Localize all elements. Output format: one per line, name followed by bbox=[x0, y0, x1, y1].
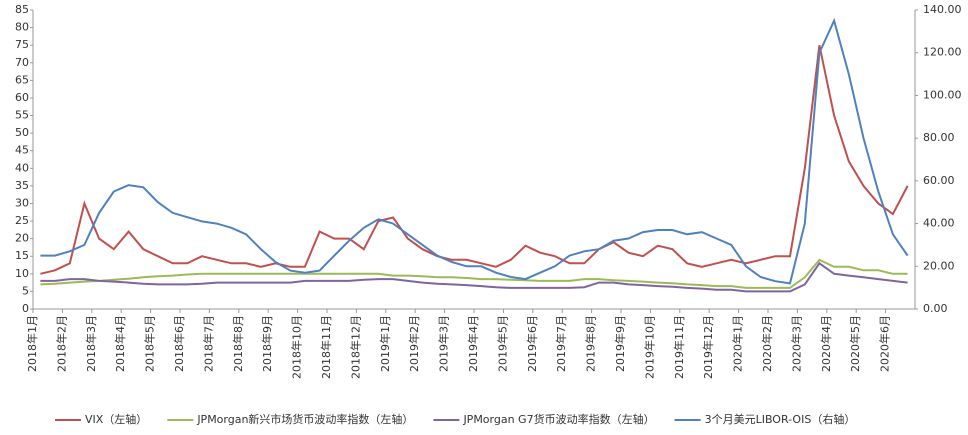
x-tick-label: 2018年3月 bbox=[84, 315, 98, 372]
y2-tick-label: 100.00 bbox=[923, 88, 962, 101]
y-tick-label: 0 bbox=[22, 302, 29, 315]
y2-tick-label: 120.00 bbox=[923, 46, 962, 59]
y-tick-label: 75 bbox=[15, 38, 29, 51]
y-tick-label: 5 bbox=[22, 284, 29, 297]
x-tick-label: 2018年4月 bbox=[113, 315, 127, 372]
y-tick-label: 60 bbox=[15, 91, 29, 104]
y2-tick-label: 20.00 bbox=[923, 259, 955, 272]
y-tick-label: 40 bbox=[15, 161, 29, 174]
y-tick-label: 55 bbox=[15, 109, 29, 122]
x-tick-label: 2018年11月 bbox=[319, 315, 333, 379]
x-tick-label: 2018年6月 bbox=[172, 315, 186, 372]
series-line bbox=[40, 258, 908, 289]
x-tick-label: 2019年7月 bbox=[554, 315, 568, 372]
y2-tick-label: 40.00 bbox=[923, 217, 955, 230]
x-tick-label: 2018年10月 bbox=[290, 315, 304, 379]
x-tick-label: 2019年4月 bbox=[466, 315, 480, 372]
x-tick-label: 2020年6月 bbox=[878, 315, 892, 372]
y-tick-label: 80 bbox=[15, 21, 29, 34]
y-tick-label: 15 bbox=[15, 249, 29, 262]
series-line bbox=[40, 17, 909, 285]
x-tick-label: 2018年12月 bbox=[348, 315, 362, 379]
x-tick-label: 2019年1月 bbox=[378, 315, 392, 372]
x-tick-label: 2019年3月 bbox=[437, 315, 451, 372]
y-tick-label: 25 bbox=[15, 214, 29, 227]
y-tick-label: 35 bbox=[15, 179, 29, 192]
y-tick-label: 65 bbox=[15, 73, 29, 86]
x-tick-label: 2018年9月 bbox=[260, 315, 274, 372]
y-tick-label: 85 bbox=[15, 3, 29, 16]
legend-label: 3个月美元LIBOR-OIS（右轴） bbox=[705, 412, 856, 426]
x-tick-label: 2019年10月 bbox=[642, 315, 656, 379]
series-line bbox=[40, 44, 909, 275]
x-tick-label: 2020年2月 bbox=[760, 315, 774, 372]
x-tick-label: 2018年1月 bbox=[25, 315, 39, 372]
y-tick-label: 20 bbox=[15, 232, 29, 245]
y2-tick-label: 140.00 bbox=[923, 3, 962, 16]
y2-tick-label: 80.00 bbox=[923, 131, 955, 144]
legend-label: JPMorgan G7货币波动率指数（左轴） bbox=[462, 412, 654, 426]
series-line bbox=[40, 261, 908, 293]
y-tick-label: 30 bbox=[15, 196, 29, 209]
x-tick-label: 2018年7月 bbox=[201, 315, 215, 372]
x-tick-label: 2020年3月 bbox=[789, 315, 803, 372]
y2-tick-label: 60.00 bbox=[923, 174, 955, 187]
x-tick-label: 2019年12月 bbox=[701, 315, 715, 379]
legend-label: VIX（左轴） bbox=[85, 412, 147, 426]
x-tick-label: 2020年4月 bbox=[819, 315, 833, 372]
y-tick-label: 70 bbox=[15, 56, 29, 69]
x-tick-label: 2019年8月 bbox=[584, 315, 598, 372]
legend-label: JPMorgan新兴市场货币波动率指数（左轴） bbox=[196, 412, 413, 426]
x-tick-label: 2019年2月 bbox=[407, 315, 421, 372]
y-tick-label: 45 bbox=[15, 144, 29, 157]
x-tick-label: 2018年5月 bbox=[143, 315, 157, 372]
x-tick-label: 2018年8月 bbox=[231, 315, 245, 372]
x-tick-label: 2020年1月 bbox=[731, 315, 745, 372]
x-tick-label: 2019年5月 bbox=[495, 315, 509, 372]
x-tick-label: 2019年6月 bbox=[525, 315, 539, 372]
y-tick-label: 10 bbox=[15, 267, 29, 280]
x-tick-label: 2020年5月 bbox=[848, 315, 862, 372]
x-tick-label: 2019年9月 bbox=[613, 315, 627, 372]
x-tick-label: 2019年11月 bbox=[672, 315, 686, 379]
y2-tick-label: 0.00 bbox=[923, 302, 948, 315]
x-tick-label: 2018年2月 bbox=[54, 315, 68, 372]
y-tick-label: 50 bbox=[15, 126, 29, 139]
